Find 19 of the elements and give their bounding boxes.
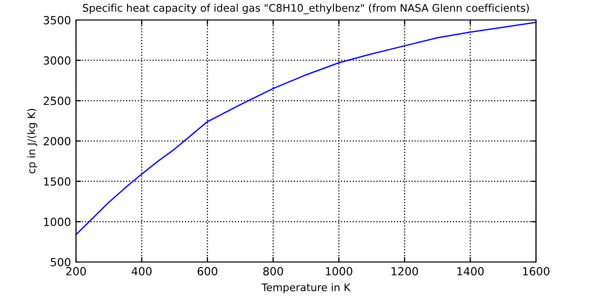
y-tick-label: 3000 [44, 56, 70, 65]
x-tick-label: 600 [198, 267, 218, 276]
x-tick-label: 1600 [523, 267, 550, 276]
x-tick-label: 1400 [457, 267, 484, 276]
x-axis-title: Temperature in K [262, 283, 351, 294]
chart-title: Specific heat capacity of ideal gas "C8H10_ethylbenz" (from NASA Glenn coefficients) [82, 4, 529, 14]
y-axis-title: cp in J/(kg K) [27, 108, 38, 174]
y-tick-label: 2500 [44, 96, 70, 106]
y-tick-label: 2000 [44, 136, 70, 146]
y-tick-label: 3500 [44, 16, 70, 24]
y-tick-label: 500 [50, 258, 70, 266]
x-tick-label: 800 [263, 267, 284, 276]
x-tick-label: 200 [66, 267, 86, 276]
x-tick-label: 400 [132, 267, 152, 276]
line-series [76, 22, 536, 236]
x-tick-label: 1200 [392, 267, 418, 276]
y-tick-label: 1500 [44, 177, 70, 186]
x-tick-label: 1000 [326, 267, 352, 276]
y-tick-label: 1000 [44, 218, 70, 226]
